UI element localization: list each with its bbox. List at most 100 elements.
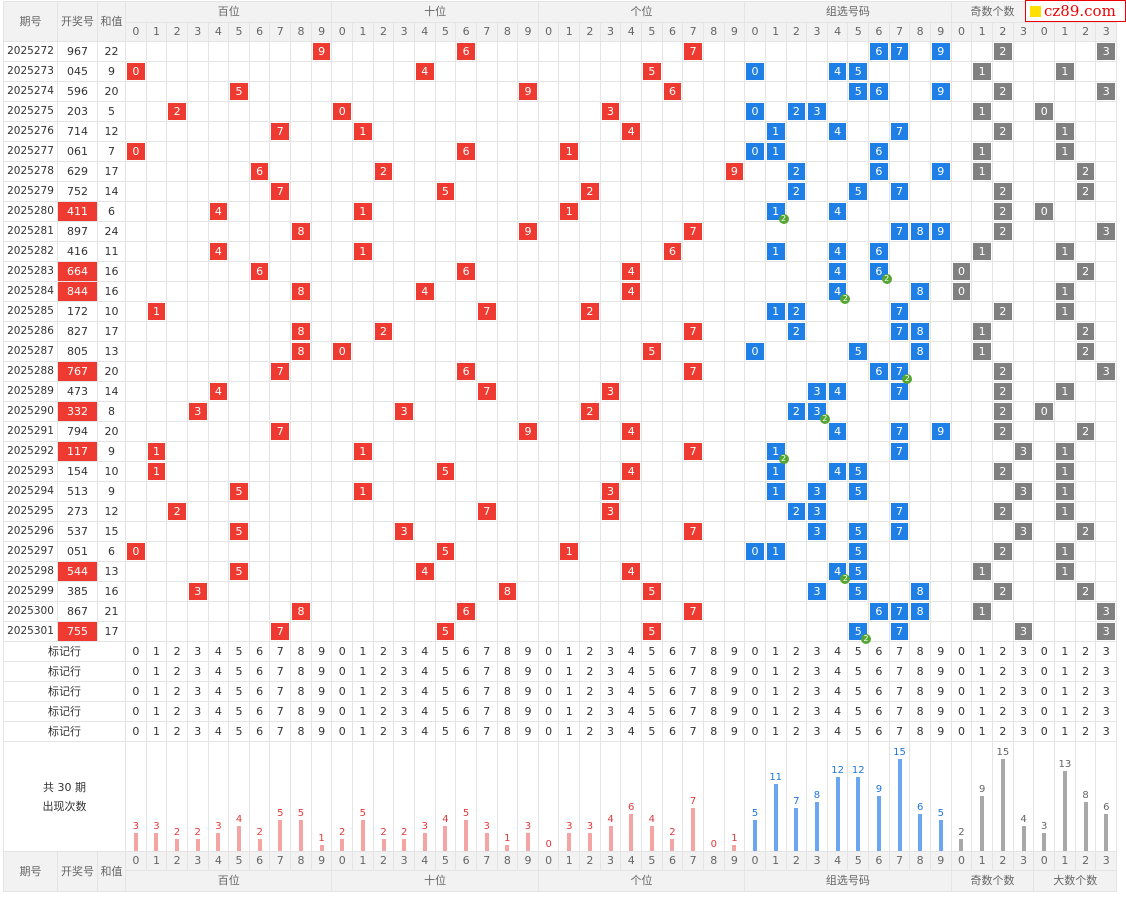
marker-cell[interactable]: 7 [269, 681, 292, 702]
marker-cell[interactable]: 9 [929, 721, 952, 742]
marker-cell[interactable]: 6 [248, 641, 271, 662]
marker-cell[interactable]: 1 [1054, 661, 1076, 682]
marker-cell[interactable]: 5 [847, 721, 870, 742]
marker-cell[interactable]: 4 [413, 701, 436, 722]
marker-cell[interactable]: 6 [455, 641, 477, 662]
marker-cell[interactable]: 8 [290, 661, 312, 682]
marker-cell[interactable]: 1 [145, 701, 168, 722]
marker-cell[interactable]: 3 [1095, 701, 1118, 722]
marker-cell[interactable]: 6 [455, 721, 477, 742]
marker-cell[interactable]: 5 [641, 681, 663, 702]
marker-cell[interactable]: 7 [888, 721, 911, 742]
marker-cell[interactable]: 3 [599, 721, 622, 742]
marker-cell[interactable]: 0 [950, 661, 973, 682]
marker-cell[interactable]: 1 [1054, 641, 1076, 662]
marker-cell[interactable]: 0 [331, 661, 354, 682]
marker-cell[interactable]: 8 [496, 641, 519, 662]
marker-cell[interactable]: 2 [1074, 641, 1097, 662]
marker-cell[interactable]: 0 [537, 661, 560, 682]
marker-cell[interactable]: 7 [269, 701, 292, 722]
marker-cell[interactable]: 1 [558, 721, 581, 742]
marker-cell[interactable]: 0 [744, 661, 766, 682]
marker-cell[interactable]: 2 [992, 701, 1014, 722]
marker-cell[interactable]: 4 [620, 701, 643, 722]
marker-cell[interactable]: 5 [847, 701, 870, 722]
marker-cell[interactable]: 3 [1012, 721, 1035, 742]
marker-cell[interactable]: 6 [248, 681, 271, 702]
marker-cell[interactable]: 3 [186, 661, 209, 682]
marker-cell[interactable]: 5 [434, 641, 457, 662]
marker-cell[interactable]: 0 [1033, 641, 1056, 662]
marker-cell[interactable]: 7 [269, 661, 292, 682]
marker-cell[interactable]: 1 [352, 661, 374, 682]
marker-cell[interactable]: 9 [929, 641, 952, 662]
marker-cell[interactable]: 5 [641, 641, 663, 662]
marker-cell[interactable]: 2 [1074, 661, 1097, 682]
marker-cell[interactable]: 5 [641, 721, 663, 742]
marker-cell[interactable]: 3 [1095, 661, 1118, 682]
marker-row[interactable]: 标记行 0 1 2 3 4 5 6 7 8 9 0 1 2 3 4 5 6 7 8 9 0 1 2 3 4 5 6 7 8 9 0 1 2 3 4 5 6… [3, 641, 1118, 662]
site-logo[interactable]: cz89.com [1025, 0, 1126, 22]
marker-cell[interactable]: 2 [372, 681, 395, 702]
marker-cell[interactable]: 1 [145, 661, 168, 682]
marker-cell[interactable]: 8 [702, 701, 725, 722]
marker-cell[interactable]: 7 [475, 721, 498, 742]
marker-cell[interactable]: 4 [413, 661, 436, 682]
marker-cell[interactable]: 2 [785, 641, 808, 662]
marker-cell[interactable]: 2 [992, 721, 1014, 742]
marker-cell[interactable]: 7 [269, 721, 292, 742]
marker-cell[interactable]: 9 [929, 701, 952, 722]
marker-cell[interactable]: 5 [847, 661, 870, 682]
marker-cell[interactable]: 5 [847, 681, 870, 702]
marker-cell[interactable]: 0 [744, 701, 766, 722]
marker-cell[interactable]: 3 [806, 681, 828, 702]
marker-cell[interactable]: 3 [599, 641, 622, 662]
marker-cell[interactable]: 5 [434, 721, 457, 742]
marker-cell[interactable]: 4 [826, 661, 849, 682]
marker-cell[interactable]: 8 [909, 681, 931, 702]
marker-cell[interactable]: 0 [950, 681, 973, 702]
marker-cell[interactable]: 1 [558, 681, 581, 702]
marker-cell[interactable]: 3 [1095, 721, 1118, 742]
marker-cell[interactable]: 4 [413, 681, 436, 702]
marker-cell[interactable]: 0 [331, 641, 354, 662]
marker-cell[interactable]: 9 [310, 681, 333, 702]
marker-cell[interactable]: 2 [785, 721, 808, 742]
marker-cell[interactable]: 1 [145, 641, 168, 662]
marker-cell[interactable]: 4 [207, 681, 230, 702]
marker-cell[interactable]: 2 [992, 641, 1014, 662]
marker-cell[interactable]: 9 [310, 701, 333, 722]
marker-cell[interactable]: 4 [826, 681, 849, 702]
marker-cell[interactable]: 2 [372, 641, 395, 662]
marker-cell[interactable]: 1 [352, 721, 374, 742]
marker-cell[interactable]: 6 [455, 701, 477, 722]
marker-cell[interactable]: 4 [207, 701, 230, 722]
marker-cell[interactable]: 1 [971, 721, 993, 742]
marker-cell[interactable]: 8 [496, 701, 519, 722]
marker-cell[interactable]: 5 [228, 641, 250, 662]
marker-cell[interactable]: 2 [579, 721, 601, 742]
marker-cell[interactable]: 8 [290, 681, 312, 702]
marker-cell[interactable]: 3 [1012, 681, 1035, 702]
marker-cell[interactable]: 0 [125, 701, 147, 722]
marker-cell[interactable]: 0 [331, 701, 354, 722]
marker-cell[interactable]: 2 [992, 661, 1014, 682]
marker-cell[interactable]: 1 [145, 721, 168, 742]
marker-cell[interactable]: 7 [475, 681, 498, 702]
marker-cell[interactable]: 1 [145, 681, 168, 702]
marker-cell[interactable]: 4 [826, 641, 849, 662]
marker-cell[interactable]: 3 [599, 701, 622, 722]
marker-cell[interactable]: 2 [785, 681, 808, 702]
marker-cell[interactable]: 9 [517, 701, 539, 722]
marker-cell[interactable]: 0 [744, 681, 766, 702]
marker-cell[interactable]: 1 [764, 701, 787, 722]
marker-cell[interactable]: 1 [558, 701, 581, 722]
marker-cell[interactable]: 7 [682, 721, 704, 742]
marker-cell[interactable]: 0 [125, 721, 147, 742]
marker-cell[interactable]: 0 [1033, 681, 1056, 702]
marker-cell[interactable]: 2 [785, 701, 808, 722]
marker-cell[interactable]: 5 [641, 701, 663, 722]
marker-cell[interactable]: 2 [579, 661, 601, 682]
marker-cell[interactable]: 4 [207, 641, 230, 662]
marker-cell[interactable]: 3 [186, 641, 209, 662]
